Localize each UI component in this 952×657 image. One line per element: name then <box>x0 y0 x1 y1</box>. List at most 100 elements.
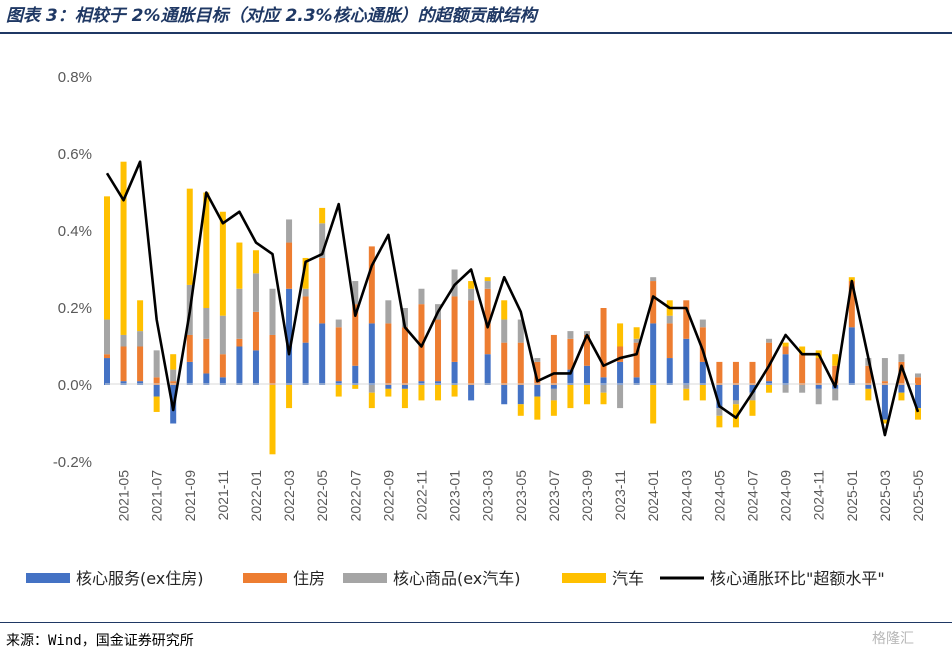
services-bar <box>517 385 524 405</box>
autos-bar <box>269 385 276 455</box>
legend-core-goods-swatch <box>343 573 387 583</box>
core-goods-bar <box>832 388 839 401</box>
autos-bar <box>865 388 872 401</box>
core-goods-bar <box>650 277 657 282</box>
services-bar <box>766 381 773 385</box>
x-tick-label: 2025-05 <box>910 470 926 522</box>
x-tick-label: 2024-05 <box>711 470 727 522</box>
housing-bar <box>484 288 491 355</box>
services-bar <box>286 288 293 385</box>
autos-bar <box>286 385 293 409</box>
autos-bar <box>583 385 590 405</box>
x-tick-label: 2021-09 <box>182 470 198 522</box>
housing-bar <box>368 246 375 324</box>
housing-bar <box>832 365 839 385</box>
housing-bar <box>401 327 408 385</box>
services-bar <box>252 350 259 385</box>
core-goods-bar <box>766 338 773 343</box>
x-tick-label: 2024-09 <box>778 470 794 522</box>
core-goods-bar <box>881 358 888 382</box>
core-goods-bar <box>352 281 359 305</box>
legend-autos-swatch <box>562 573 606 583</box>
services-bar <box>451 361 458 385</box>
services-bar <box>219 377 226 385</box>
housing-bar <box>203 338 210 374</box>
housing-bar <box>683 300 690 339</box>
x-tick-label: 2024-07 <box>744 470 760 522</box>
autos-bar <box>898 392 905 401</box>
x-tick-label: 2022-11 <box>413 470 429 521</box>
y-tick-label: -0.2% <box>53 454 92 471</box>
housing-bar <box>617 346 624 362</box>
core-goods-bar <box>732 400 739 405</box>
housing-bar <box>501 342 508 385</box>
housing-bar <box>534 361 541 385</box>
y-tick-label: 0.8% <box>58 69 92 86</box>
y-tick-label: 0.6% <box>58 146 92 163</box>
housing-bar <box>583 334 590 366</box>
housing-bar <box>517 342 524 385</box>
housing-bar <box>418 304 425 382</box>
source-note: 来源：Wind，国金证券研究所 <box>6 633 194 649</box>
housing-bar <box>335 327 342 382</box>
autos-bar <box>699 385 706 401</box>
autos-bar <box>633 327 640 339</box>
services-bar <box>534 385 541 397</box>
x-tick-label: 2023-01 <box>447 470 463 522</box>
x-tick-label: 2024-01 <box>645 470 661 522</box>
autos-bar <box>600 392 607 405</box>
core-goods-bar <box>468 288 475 301</box>
autos-bar <box>186 188 193 285</box>
autos-bar <box>219 211 226 316</box>
autos-bar <box>170 354 177 370</box>
core-inflation-excess-line <box>105 160 920 437</box>
core-goods-bar <box>335 319 342 328</box>
autos-bar <box>153 396 160 412</box>
chart-line-series <box>105 160 920 437</box>
x-tick-label: 2022-07 <box>347 470 363 522</box>
autos-bar <box>683 388 690 401</box>
core-goods-bar <box>600 385 607 393</box>
chart-title: 图表 3：相较于 2%通胀目标（对应 2.3%核心通胀）的超额贡献结构 <box>6 6 537 26</box>
autos-bar <box>468 281 475 289</box>
housing-bar <box>468 300 475 385</box>
autos-bar <box>716 415 723 428</box>
housing-bar <box>633 342 640 378</box>
autos-bar <box>749 400 756 416</box>
autos-bar <box>848 277 855 282</box>
autos-bar <box>451 385 458 397</box>
autos-bar <box>567 385 574 409</box>
core-goods-bar <box>484 281 491 289</box>
services-bar <box>617 361 624 385</box>
chart-legend: 核心服务(ex住房) 住房 核心商品(ex汽车) 汽车 核心通胀环比"超额水平" <box>26 569 885 588</box>
core-goods-bar <box>368 385 375 393</box>
housing-bar <box>252 311 259 351</box>
autos-bar <box>385 388 392 397</box>
services-bar <box>418 381 425 385</box>
x-tick-label: 2023-05 <box>513 470 529 522</box>
services-bar <box>120 381 127 385</box>
core-goods-bar <box>517 319 524 343</box>
autos-bar <box>137 300 144 332</box>
autos-bar <box>104 196 110 320</box>
core-goods-bar <box>567 331 574 339</box>
services-bar <box>137 381 144 385</box>
autos-bar <box>517 404 524 416</box>
services-bar <box>782 354 789 385</box>
legend-core-goods-label: 核心商品(ex汽车) <box>393 569 521 588</box>
y-tick-label: 0.2% <box>58 300 92 317</box>
services-bar <box>319 323 326 385</box>
services-bar <box>468 385 475 401</box>
autos-bar <box>418 385 425 401</box>
autos-bar <box>203 192 210 308</box>
y-tick-label: 0.4% <box>58 223 92 240</box>
housing-bar <box>104 354 110 359</box>
autos-bar <box>319 207 326 224</box>
autos-bar <box>120 161 127 335</box>
housing-bar <box>219 354 226 378</box>
core-goods-bar <box>319 223 326 258</box>
services-bar <box>302 342 309 385</box>
services-bar <box>881 385 888 420</box>
housing-bar <box>269 334 276 385</box>
x-tick-label: 2024-11 <box>811 470 827 521</box>
